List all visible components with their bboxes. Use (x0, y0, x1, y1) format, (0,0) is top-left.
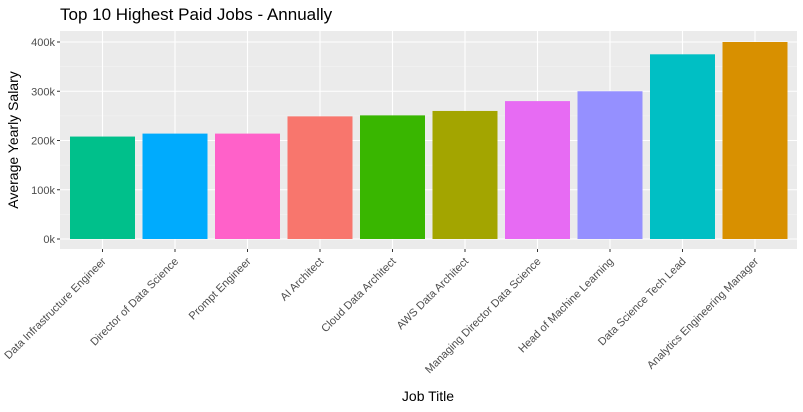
bars (70, 42, 788, 239)
y-tick-label: 300k (31, 86, 55, 98)
bar-10 (722, 42, 788, 239)
bar-8 (577, 91, 643, 239)
x-axis-title: Job Title (402, 388, 454, 404)
y-tick-label: 400k (31, 37, 55, 49)
bar-5 (360, 115, 425, 239)
y-tick-label: 100k (31, 185, 55, 197)
bar-1 (70, 136, 135, 239)
y-axis: 0k 100k 200k 300k 400k (31, 37, 60, 246)
x-tick-label: Prompt Engineer (187, 255, 254, 322)
x-tick-label: AI Architect (278, 256, 326, 304)
bar-4 (287, 116, 353, 239)
x-tick-label: Managing Director Data Science (423, 256, 543, 376)
y-tick-label: 200k (31, 136, 55, 148)
x-tick-label: AWS Data Architect (395, 256, 472, 333)
bar-9 (650, 54, 715, 239)
bar-2 (142, 133, 208, 239)
bar-3 (215, 133, 280, 239)
y-axis-title: Average Yearly Salary (5, 71, 21, 209)
bar-6 (432, 110, 498, 239)
chart-title: Top 10 Highest Paid Jobs - Annually (60, 5, 333, 24)
y-tick-label: 0k (43, 234, 55, 246)
bar-7 (505, 101, 570, 239)
x-tick-label: Cloud Data Architect (319, 256, 398, 335)
